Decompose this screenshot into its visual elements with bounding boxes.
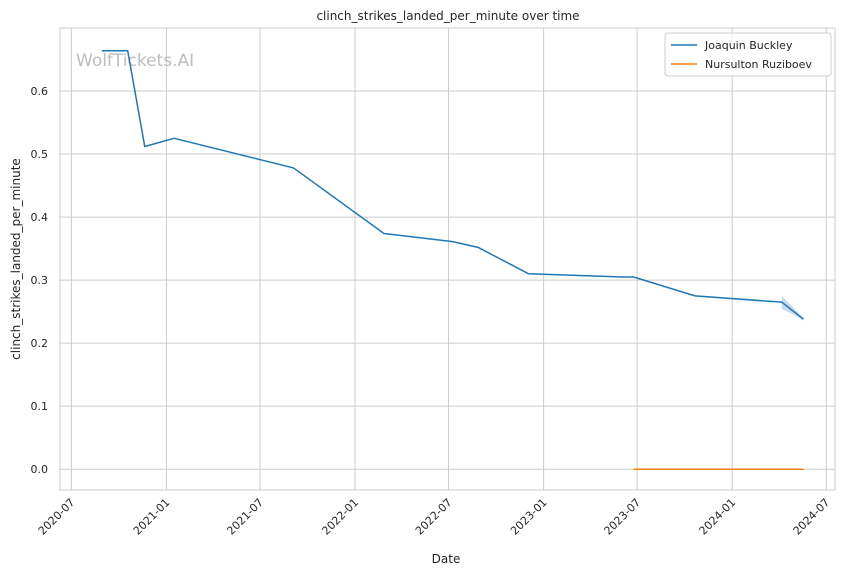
y-tick-label: 0.4 bbox=[31, 211, 49, 224]
y-tick-label: 0.5 bbox=[31, 148, 49, 161]
watermark-text: WolfTickets.AI bbox=[76, 51, 194, 71]
y-tick-label: 0.6 bbox=[31, 85, 49, 98]
y-axis-ticks: 0.0 0.1 0.2 0.3 0.4 0.5 0.6 bbox=[31, 85, 49, 476]
y-tick-label: 0.0 bbox=[31, 463, 49, 476]
legend-box bbox=[664, 32, 832, 77]
y-tick-label: 0.3 bbox=[31, 274, 49, 287]
series-lines bbox=[101, 49, 804, 470]
plot-area-frame bbox=[59, 27, 836, 491]
y-tick-label: 0.1 bbox=[31, 400, 49, 413]
legend-label: Joaquin Buckley bbox=[704, 39, 793, 52]
series-line bbox=[101, 49, 804, 320]
x-axis-label: Date bbox=[432, 552, 461, 566]
chart-title: clinch_strikes_landed_per_minute over ti… bbox=[316, 9, 579, 23]
y-tick-label: 0.2 bbox=[31, 337, 49, 350]
y-axis-label: clinch_strikes_landed_per_minute bbox=[9, 158, 23, 360]
legend: Joaquin Buckley Nursulton Ruziboev bbox=[664, 32, 832, 77]
legend-label: Nursulton Ruziboev bbox=[705, 58, 812, 71]
